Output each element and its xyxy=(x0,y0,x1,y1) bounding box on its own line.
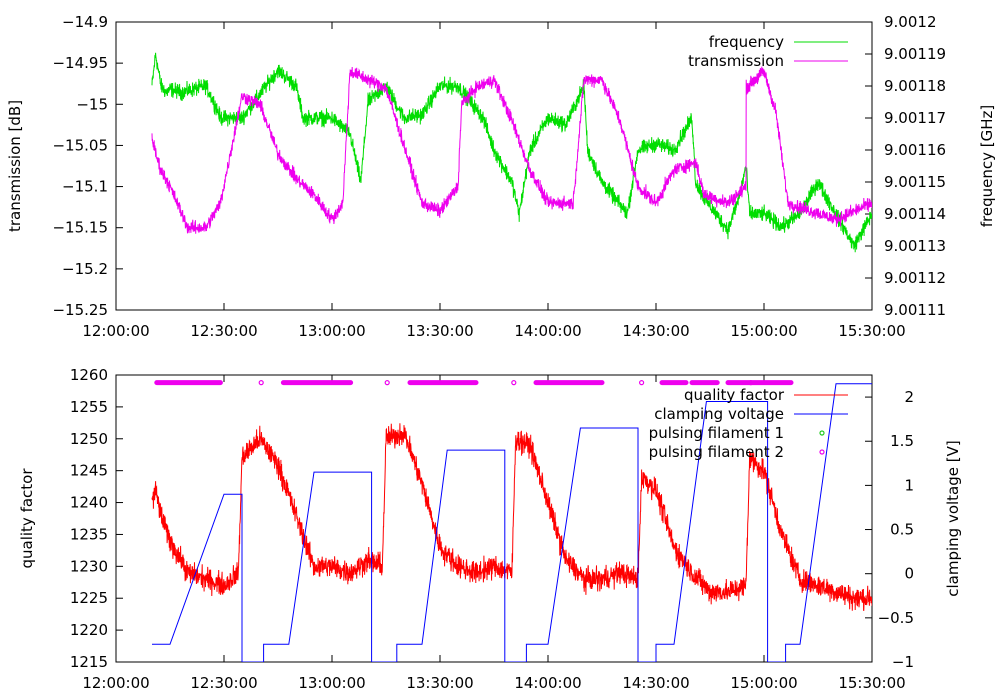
y2-tick-label: −1 xyxy=(892,653,914,671)
x-tick-label: 15:30:00 xyxy=(838,322,905,340)
legend-marker-pulsing-filament-1 xyxy=(819,430,825,436)
plot-area xyxy=(151,52,872,253)
legend-label-pulsing-filament-1: pulsing filament 1 xyxy=(649,424,784,442)
y-tick-label: −15.15 xyxy=(52,219,108,237)
x-tick-label: 12:30:00 xyxy=(190,674,257,692)
plot-frame xyxy=(115,374,873,663)
y2-tick-label: 9.00112 xyxy=(884,269,946,287)
y2-tick-label: 0 xyxy=(904,565,914,583)
y2-axis-label: clamping voltage [V] xyxy=(944,440,962,596)
pulsing-filament-2-point xyxy=(748,380,754,386)
x-tick-label: 14:30:00 xyxy=(622,322,689,340)
y2-tick-label: 9.00116 xyxy=(884,141,946,159)
x-tick-label: 15:00:00 xyxy=(730,674,797,692)
y-axis-label: quality factor xyxy=(18,468,36,569)
x-tick-label: 12:00:00 xyxy=(82,674,149,692)
legend-label-clamping-voltage: clamping voltage xyxy=(654,405,784,423)
y-tick-label: −15.25 xyxy=(52,301,108,319)
y-tick-label: −15.2 xyxy=(62,260,108,278)
x-tick-label: 13:00:00 xyxy=(298,322,365,340)
x-tick-label: 14:30:00 xyxy=(622,674,689,692)
x-tick-label: 13:30:00 xyxy=(406,322,473,340)
legend-label-frequency: frequency xyxy=(709,33,784,51)
y2-tick-label: 1 xyxy=(904,476,914,494)
y-axis-label: transmission [dB] xyxy=(6,100,24,232)
y2-tick-label: 1.5 xyxy=(890,432,914,450)
y2-tick-label: 9.00113 xyxy=(884,237,946,255)
y-tick-label: −15.1 xyxy=(62,178,108,196)
x-tick-label: 14:00:00 xyxy=(514,674,581,692)
x-tick-label: 13:00:00 xyxy=(298,674,365,692)
y2-tick-label: 9.00114 xyxy=(884,205,946,223)
y-tick-label: 1235 xyxy=(70,525,108,543)
x-tick-label: 12:00:00 xyxy=(82,322,149,340)
pulsing-filament-2-point xyxy=(511,380,517,386)
x-tick-label: 15:30:00 xyxy=(838,674,905,692)
bottom-panel: 12:00:00 12:30:00 13:00:00 13:30:00 14:00:00… xyxy=(18,366,962,692)
y-tick-label: 1230 xyxy=(70,557,108,575)
x-tick-label: 14:00:00 xyxy=(514,322,581,340)
y-tick-label: 1250 xyxy=(70,430,108,448)
y-tick-label: −15 xyxy=(76,95,108,113)
y-tick-label: 1245 xyxy=(70,462,108,480)
y2-axis-label: frequency [GHz] xyxy=(978,105,996,227)
y2-tick-label: 0.5 xyxy=(890,521,914,539)
legend-label-transmission: transmission xyxy=(688,52,784,70)
pulsing-filament-2-point xyxy=(384,380,390,386)
y2-tick-label: 9.00119 xyxy=(884,45,946,63)
pulsing-filament-2-point xyxy=(258,380,264,386)
y2-tick-label: 2 xyxy=(904,388,914,406)
y-tick-label: 1260 xyxy=(70,366,108,384)
x-tick-label: 13:30:00 xyxy=(406,674,473,692)
y-tick-label: 1220 xyxy=(70,621,108,639)
y2-tick-label: 9.00115 xyxy=(884,173,946,191)
legend-label-quality-factor: quality factor xyxy=(684,386,785,404)
y-tick-label: −15.05 xyxy=(52,136,108,154)
y2-tick-label: 9.00111 xyxy=(884,301,946,319)
x-tick-label: 15:00:00 xyxy=(730,322,797,340)
transmission-line xyxy=(151,66,872,234)
x-tick-label: 12:30:00 xyxy=(190,322,257,340)
plot-area xyxy=(151,380,872,662)
top-panel: 12:00:00 12:30:00 13:00:00 13:30:00 14:00:00… xyxy=(6,13,996,340)
y-tick-label: 1225 xyxy=(70,589,108,607)
clamping-voltage-line xyxy=(152,383,872,662)
legend-marker-pulsing-filament-2 xyxy=(819,449,825,455)
y-tick-label: 1240 xyxy=(70,494,108,512)
y2-tick-label: 9.0012 xyxy=(884,13,937,31)
y2-tick-label: 9.00117 xyxy=(884,109,946,127)
pulsing-filament-2-point xyxy=(638,380,645,386)
y-tick-label: −14.95 xyxy=(52,54,108,72)
y2-tick-label: 9.00118 xyxy=(884,77,946,95)
y-tick-label: 1215 xyxy=(70,653,108,671)
y-tick-label: 1255 xyxy=(70,398,108,416)
y-tick-label: −14.9 xyxy=(62,13,108,31)
y2-tick-label: −0.5 xyxy=(878,609,914,627)
frequency-line xyxy=(151,52,872,253)
quality-factor-line xyxy=(151,423,872,611)
legend-label-pulsing-filament-2: pulsing filament 2 xyxy=(649,443,784,461)
plot-frame xyxy=(115,21,873,311)
